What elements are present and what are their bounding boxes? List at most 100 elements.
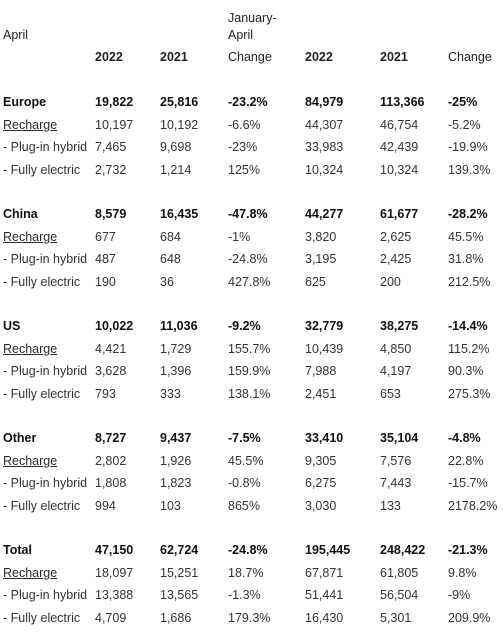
section-name: US	[3, 319, 21, 333]
section-name: Europe	[3, 95, 47, 109]
table-cell: 4,421	[95, 341, 127, 356]
section-total-cell: 35,104	[380, 431, 419, 445]
section-total-cell: 113,366	[380, 95, 425, 109]
column-header: 2021	[160, 50, 188, 64]
header-january-april-line2: April	[228, 28, 254, 42]
row-label: - Fully electric	[3, 162, 81, 177]
table-cell: 9,305	[305, 453, 337, 468]
table-cell: -23%	[228, 140, 258, 154]
table-cell: 46,754	[380, 117, 419, 132]
table-cell: 4,850	[380, 341, 412, 356]
section-total-cell: 9,437	[160, 431, 192, 445]
column-header: Change	[228, 50, 272, 64]
table-cell: 625	[305, 274, 326, 289]
table-cell: 2,732	[95, 162, 127, 177]
table-cell: 5,301	[380, 610, 412, 625]
section-total-cell: 16,435	[160, 207, 199, 221]
section-total-cell: 11,036	[160, 319, 198, 333]
section-total-cell: -28.2%	[448, 207, 488, 221]
table-cell: 133	[380, 498, 401, 513]
section-total-cell: -24.8%	[228, 543, 268, 557]
table-cell: -24.8%	[228, 252, 268, 266]
table-cell: 56,504	[380, 588, 419, 602]
section-total-cell: 10,022	[95, 319, 134, 333]
section-total-cell: 61,677	[380, 207, 419, 221]
row-label: - Plug-in hybrid	[3, 140, 88, 154]
table-cell: -19.9%	[448, 140, 488, 154]
column-header: 2022	[95, 50, 123, 64]
section-total-cell: 248,422	[380, 543, 426, 557]
table-cell: 4,709	[95, 610, 127, 625]
table-cell: 2,802	[95, 453, 127, 468]
section-total-cell: -23.2%	[228, 95, 268, 109]
table-cell: -15.7%	[448, 476, 488, 490]
table-cell: 684	[160, 229, 181, 244]
table-cell: 200	[380, 274, 401, 289]
column-header: 2022	[305, 50, 333, 64]
table-cell: 793	[95, 386, 116, 401]
table-cell: 42,439	[380, 140, 419, 154]
section-total-cell: -47.8%	[228, 207, 268, 221]
table-cell: 190	[95, 274, 116, 289]
table-cell: -5.2%	[448, 117, 481, 132]
header-april: April	[3, 28, 29, 42]
table-cell: 212.5%	[448, 274, 491, 289]
section-total-cell: -4.8%	[448, 431, 481, 445]
table-cell: 13,565	[160, 588, 199, 602]
row-label: - Fully electric	[3, 498, 81, 513]
table-cell: 275.3%	[448, 386, 491, 401]
table-cell: 45.5%	[228, 453, 264, 468]
recharge-link[interactable]: Recharge	[3, 341, 58, 356]
table-cell: 16,430	[305, 610, 344, 625]
table-cell: 67,871	[305, 565, 344, 580]
table-cell: 1,926	[160, 453, 192, 468]
section-total-cell: -21.3%	[448, 543, 488, 557]
table-cell: 1,729	[160, 341, 192, 356]
table-cell: 427.8%	[228, 274, 271, 289]
table-cell: 90.3%	[448, 364, 484, 378]
table-cell: 865%	[228, 498, 260, 513]
table-cell: 3,820	[305, 229, 337, 244]
table-cell: 4,197	[380, 364, 412, 378]
section-total-cell: 84,979	[305, 95, 344, 109]
table-cell: 103	[160, 498, 181, 513]
recharge-link[interactable]: Recharge	[3, 453, 58, 468]
table-cell: 2178.2%	[448, 498, 498, 513]
table-cell: 677	[95, 229, 116, 244]
table-cell: 1,808	[95, 476, 127, 490]
table-cell: 2,425	[380, 252, 412, 266]
recharge-link[interactable]: Recharge	[3, 229, 58, 244]
table-cell: 15,251	[160, 565, 199, 580]
table-cell: 9,698	[160, 140, 192, 154]
table-cell: 18,097	[95, 565, 134, 580]
section-total-cell: 19,822	[95, 95, 134, 109]
header-january-april-line1: January-	[228, 11, 277, 25]
section-name: Total	[3, 543, 32, 557]
table-cell: 333	[160, 386, 181, 401]
table-cell: 7,443	[380, 476, 412, 490]
column-header: Change	[448, 50, 492, 64]
table-cell: 125%	[228, 162, 260, 177]
row-label: - Plug-in hybrid	[3, 588, 88, 602]
table-cell: 3,628	[95, 364, 127, 378]
table-cell: 1,823	[160, 476, 192, 490]
table-cell: 7,988	[305, 364, 337, 378]
section-total-cell: 32,779	[305, 319, 344, 333]
table-cell: -6.6%	[228, 117, 261, 132]
table-cell: 994	[95, 498, 116, 513]
table-cell: 10,324	[305, 162, 344, 177]
table-cell: 2,451	[305, 386, 337, 401]
table-cell: -1%	[228, 229, 251, 244]
table-cell: 1,396	[160, 364, 192, 378]
section-total-cell: -14.4%	[448, 319, 488, 333]
table-cell: 10,439	[305, 341, 344, 356]
recharge-link[interactable]: Recharge	[3, 565, 58, 580]
table-cell: 7,576	[380, 453, 412, 468]
recharge-link[interactable]: Recharge	[3, 117, 58, 132]
section-total-cell: -25%	[448, 95, 478, 109]
table-cell: 10,197	[95, 117, 134, 132]
section-total-cell: 33,410	[305, 431, 344, 445]
section-total-cell: 38,275	[380, 319, 419, 333]
table-cell: 209.9%	[448, 610, 491, 625]
table-cell: 13,388	[95, 588, 134, 602]
